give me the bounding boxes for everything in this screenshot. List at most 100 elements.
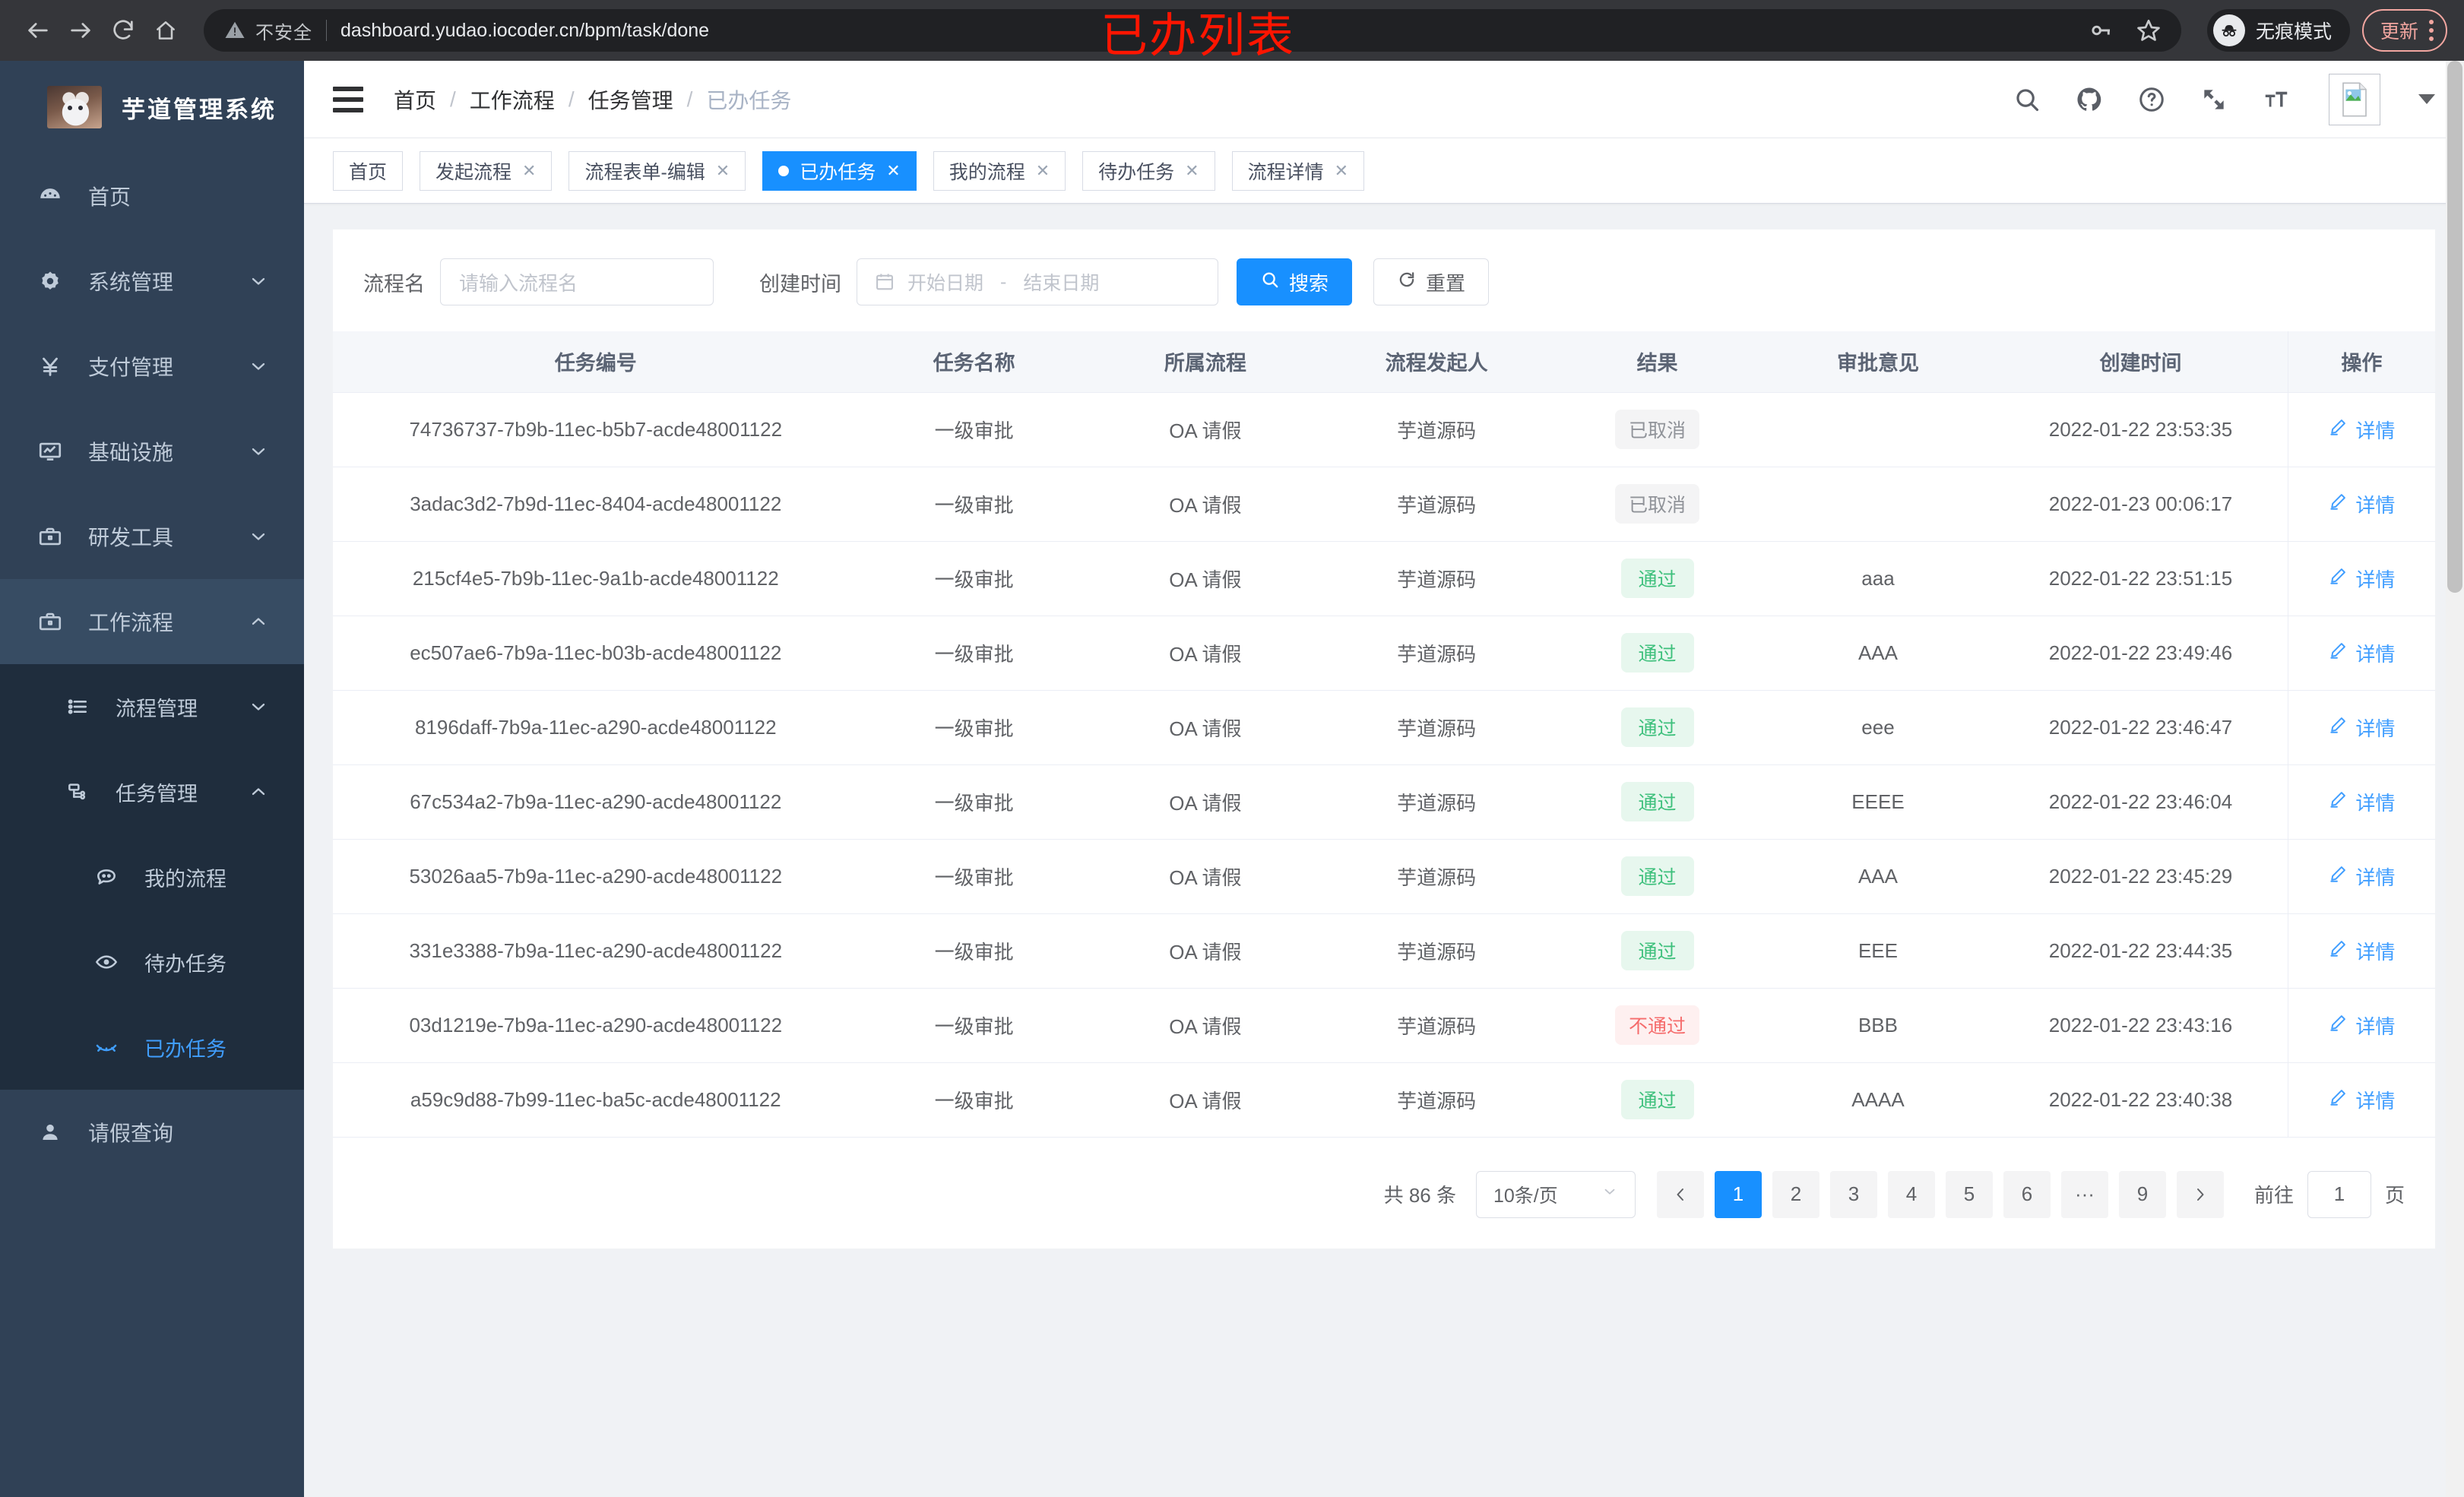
page-ellipsis[interactable]: ··· [2060,1170,2108,1218]
table-row[interactable]: 215cf4e5-7b9b-11ec-9a1b-acde48001122 一级审批… [333,541,2435,616]
goto-page-input[interactable]: 1 [2307,1170,2371,1218]
page-button-5[interactable]: 5 [1945,1170,1993,1218]
reload-icon[interactable] [102,9,144,52]
hamburger-icon[interactable] [333,86,363,112]
cell-task-name: 一级审批 [858,467,1090,542]
reset-button[interactable]: 重置 [1373,258,1490,305]
sidebar-item-system[interactable]: 系统管理 [0,239,304,324]
font-size-icon[interactable] [2262,85,2291,114]
detail-button[interactable]: 详情 [2328,639,2395,667]
detail-button[interactable]: 详情 [2328,788,2395,816]
sidebar-item-home[interactable]: 首页 [0,153,304,239]
github-icon[interactable] [2075,85,2104,114]
table-row[interactable]: 03d1219e-7b9a-11ec-a290-acde48001122 一级审批… [333,988,2435,1063]
chevron-down-icon [248,441,269,462]
date-range-picker[interactable]: 开始日期 - 结束日期 [857,258,1218,305]
detail-button[interactable]: 详情 [2328,1086,2395,1114]
table-row[interactable]: 3adac3d2-7b9d-11ec-8404-acde48001122 一级审批… [333,467,2435,542]
col-result: 结果 [1552,331,1762,393]
page-button-4[interactable]: 4 [1887,1170,1935,1218]
table-row[interactable]: 331e3388-7b9a-11ec-a290-acde48001122 一级审批… [333,913,2435,989]
tab-done-task[interactable]: 已办任务 ✕ [762,150,917,191]
detail-button[interactable]: 详情 [2328,862,2395,891]
address-bar[interactable]: 不安全 dashboard.yudao.iocoder.cn/bpm/task/… [204,9,2181,52]
page-button-2[interactable]: 2 [1772,1170,1819,1218]
detail-button[interactable]: 详情 [2328,416,2395,444]
chevron-down-icon [248,356,269,377]
sidebar-item-infra[interactable]: 基础设施 [0,409,304,494]
edit-pencil-icon [2328,1087,2348,1112]
update-button[interactable]: 更新 [2361,9,2447,52]
sidebar-label: 请假查询 [88,1122,174,1145]
detail-button[interactable]: 详情 [2328,490,2395,518]
tab-start-process[interactable]: 发起流程 ✕ [420,150,553,191]
close-icon[interactable]: ✕ [715,160,730,180]
incognito-indicator[interactable]: 无痕模式 [2206,9,2350,52]
forward-arrow-icon[interactable] [59,9,102,52]
close-icon[interactable]: ✕ [886,160,901,180]
tab-home[interactable]: 首页 [333,150,404,191]
close-icon[interactable]: ✕ [1185,160,1199,180]
scrollbar-thumb[interactable] [2447,61,2462,593]
chevron-down-icon[interactable] [2418,94,2435,104]
cell-created: 2022-01-22 23:46:47 [1994,690,2288,765]
tab-process-form-edit[interactable]: 流程表单-编辑 ✕ [568,150,746,191]
brand[interactable]: 芋道管理系统 [0,61,304,153]
back-arrow-icon[interactable] [17,9,59,52]
key-icon[interactable] [2089,18,2113,43]
page-button-3[interactable]: 3 [1829,1170,1877,1218]
detail-label: 详情 [2355,1014,2396,1038]
sidebar-item-done-task[interactable]: 已办任务 [0,1005,304,1090]
tab-label: 流程详情 [1247,161,1324,183]
sidebar-item-devtools[interactable]: 研发工具 [0,494,304,579]
table-row[interactable]: a59c9d88-7b99-11ec-ba5c-acde48001122 一级审批… [333,1062,2435,1138]
sidebar-item-my-process[interactable]: 我的流程 [0,834,304,919]
page-size-select[interactable]: 10条/页 [1475,1170,1636,1218]
close-icon[interactable]: ✕ [1035,160,1050,180]
col-opinion: 审批意见 [1762,331,1994,393]
table-row[interactable]: 67c534a2-7b9a-11ec-a290-acde48001122 一级审批… [333,764,2435,840]
detail-button[interactable]: 详情 [2328,1011,2395,1040]
search-button[interactable]: 搜索 [1237,258,1353,305]
close-icon[interactable]: ✕ [522,160,537,180]
table-row[interactable]: 53026aa5-7b9a-11ec-a290-acde48001122 一级审批… [333,839,2435,914]
tab-process-detail[interactable]: 流程详情 ✕ [1231,150,1365,191]
breadcrumb-item-task[interactable]: 任务管理 [587,88,673,112]
sidebar-item-payment[interactable]: 支付管理 [0,324,304,409]
sidebar-item-leave-query[interactable]: 请假查询 [0,1090,304,1175]
detail-button[interactable]: 详情 [2328,937,2395,965]
search-icon[interactable] [2013,85,2041,114]
table-row[interactable]: ec507ae6-7b9a-11ec-b03b-acde48001122 一级审批… [333,616,2435,691]
help-circle-icon[interactable] [2137,85,2166,114]
star-icon[interactable] [2136,17,2162,43]
sidebar-item-task-manage[interactable]: 任务管理 [0,749,304,834]
cell-flow: OA 请假 [1089,690,1322,765]
sidebar-item-workflow[interactable]: 工作流程 [0,579,304,664]
detail-button[interactable]: 详情 [2328,565,2395,593]
close-icon[interactable]: ✕ [1334,160,1349,180]
table-row[interactable]: 74736737-7b9b-11ec-b5b7-acde48001122 一级审批… [333,392,2435,467]
page-button-9[interactable]: 9 [2118,1170,2166,1218]
table-row[interactable]: 8196daff-7b9a-11ec-a290-acde48001122 一级审批… [333,690,2435,765]
prev-page-button[interactable] [1656,1170,1704,1218]
fullscreen-icon[interactable] [2200,85,2228,114]
tab-my-process[interactable]: 我的流程 ✕ [933,150,1066,191]
detail-button[interactable]: 详情 [2328,714,2395,742]
kebab-menu-icon[interactable] [2429,20,2434,41]
cell-task-name: 一级审批 [858,913,1090,989]
tab-todo-task[interactable]: 待办任务 ✕ [1082,150,1215,191]
edit-pencil-icon [2328,715,2348,740]
eye-closed-icon [90,1035,123,1059]
sidebar-item-todo-task[interactable]: 待办任务 [0,919,304,1005]
breadcrumb-item-workflow[interactable]: 工作流程 [469,88,555,112]
page-button-1[interactable]: 1 [1714,1170,1762,1218]
search-input[interactable]: 请输入流程名 [440,258,714,305]
avatar[interactable] [2329,73,2380,125]
security-label: 不安全 [255,22,312,43]
home-icon[interactable] [144,9,187,52]
page-scrollbar[interactable] [2446,61,2464,1497]
sidebar-item-process-manage[interactable]: 流程管理 [0,664,304,749]
next-page-button[interactable] [2176,1170,2224,1218]
page-button-6[interactable]: 6 [2003,1170,2051,1218]
breadcrumb-item-home[interactable]: 首页 [394,88,437,112]
